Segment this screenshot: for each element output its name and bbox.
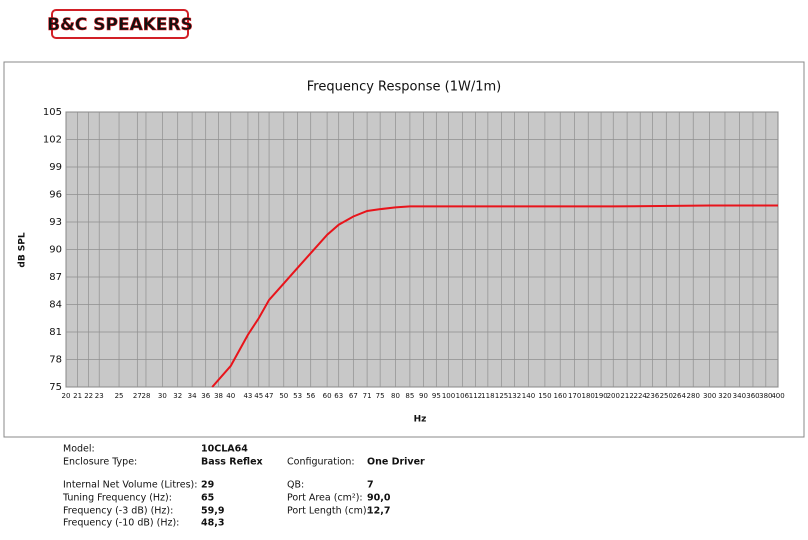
spec-label: Internal Net Volume (Litres): (63, 480, 197, 491)
x-tick-label: 132 (508, 392, 521, 400)
response-curve (211, 204, 778, 388)
x-tick-label: 71 (363, 392, 372, 400)
spec-value: One Driver (367, 457, 425, 468)
x-tick-label: 20 (62, 392, 71, 400)
x-tick-label: 75 (376, 392, 385, 400)
spec-label: Tuning Frequency (Hz): (62, 493, 172, 504)
y-tick-label: 78 (49, 355, 62, 366)
x-tick-label: 63 (334, 392, 343, 400)
spec-value: 90,0 (367, 493, 391, 504)
spec-value: 29 (201, 480, 214, 491)
x-tick-label: 340 (733, 392, 746, 400)
x-tick-label: 224 (634, 392, 648, 400)
x-tick-label: 60 (323, 392, 332, 400)
x-tick-label: 264 (673, 392, 687, 400)
chart-title: Frequency Response (1W/1m) (307, 80, 501, 95)
x-tick-label: 125 (495, 392, 508, 400)
x-tick-label: 40 (226, 392, 235, 400)
x-tick-label: 112 (469, 392, 482, 400)
x-tick-label: 56 (306, 392, 315, 400)
x-tick-label: 30 (158, 392, 167, 400)
spec-value: 10CLA64 (201, 444, 248, 455)
spec-label: Model: (63, 444, 95, 455)
x-tick-label: 21 (73, 392, 82, 400)
x-tick-label: 47 (265, 392, 274, 400)
x-tick-label: 360 (746, 392, 759, 400)
y-tick-label: 81 (49, 327, 62, 338)
x-tick-label: 212 (620, 392, 633, 400)
x-tick-label: 150 (538, 392, 551, 400)
x-tick-label: 38 (214, 392, 223, 400)
x-tick-label: 23 (95, 392, 104, 400)
spec-label: Frequency (-3 dB) (Hz): (63, 506, 173, 517)
x-tick-label: 170 (568, 392, 581, 400)
x-tick-label: 90 (419, 392, 428, 400)
spec-value: 7 (367, 480, 374, 491)
x-tick-label: 34 (188, 392, 197, 400)
x-tick-label: 32 (173, 392, 182, 400)
spec-value: 48,3 (201, 518, 224, 529)
x-tick-label: 95 (432, 392, 441, 400)
x-tick-label: 236 (646, 392, 660, 400)
x-tick-label: 106 (456, 392, 470, 400)
x-tick-label: 43 (243, 392, 252, 400)
x-tick-label: 50 (279, 392, 288, 400)
x-axis-label: Hz (414, 415, 427, 425)
x-tick-label: 53 (293, 392, 302, 400)
x-tick-label: 22 (84, 392, 93, 400)
spec-value: 12,7 (367, 506, 390, 517)
x-tick-label: 200 (607, 392, 620, 400)
x-tick-label: 140 (522, 392, 535, 400)
x-tick-label: 27 (133, 392, 142, 400)
y-tick-label: 102 (43, 135, 62, 146)
y-tick-label: 90 (49, 245, 62, 256)
x-tick-label: 25 (115, 392, 124, 400)
spec-label: QB: (287, 480, 304, 491)
x-tick-label: 160 (554, 392, 567, 400)
spec-value: 59,9 (201, 506, 224, 517)
spec-label: Frequency (-10 dB) (Hz): (63, 518, 179, 529)
y-tick-label: 87 (49, 272, 62, 283)
logo-frame (51, 9, 189, 39)
spec-label: Port Length (cm): (287, 506, 370, 517)
x-tick-label: 380 (759, 392, 772, 400)
x-tick-label: 190 (594, 392, 607, 400)
y-axis-label: dB SPL (18, 232, 28, 268)
x-tick-label: 100 (442, 392, 455, 400)
y-tick-label: 93 (49, 217, 62, 228)
logo: B&C SPEAKERS (47, 15, 193, 35)
x-tick-label: 28 (142, 392, 151, 400)
spec-value: 65 (201, 493, 214, 504)
spec-label: Port Area (cm²): (287, 493, 363, 504)
y-tick-label: 99 (49, 162, 62, 173)
x-tick-label: 300 (703, 392, 716, 400)
x-tick-label: 36 (201, 392, 210, 400)
x-tick-label: 400 (771, 392, 784, 400)
spec-label: Enclosure Type: (63, 457, 137, 468)
spec-value: Bass Reflex (201, 457, 263, 468)
x-tick-label: 45 (254, 392, 263, 400)
x-tick-label: 180 (582, 392, 595, 400)
x-tick-label: 118 (481, 392, 494, 400)
x-tick-label: 67 (349, 392, 358, 400)
y-tick-label: 105 (43, 107, 62, 118)
y-tick-label: 75 (49, 382, 62, 393)
y-tick-label: 84 (49, 300, 62, 311)
spec-label: Configuration: (287, 457, 355, 468)
x-tick-label: 250 (660, 392, 673, 400)
x-tick-label: 280 (687, 392, 700, 400)
x-tick-label: 80 (391, 392, 400, 400)
y-tick-label: 96 (49, 190, 62, 201)
x-tick-label: 320 (718, 392, 731, 400)
x-tick-label: 85 (405, 392, 414, 400)
